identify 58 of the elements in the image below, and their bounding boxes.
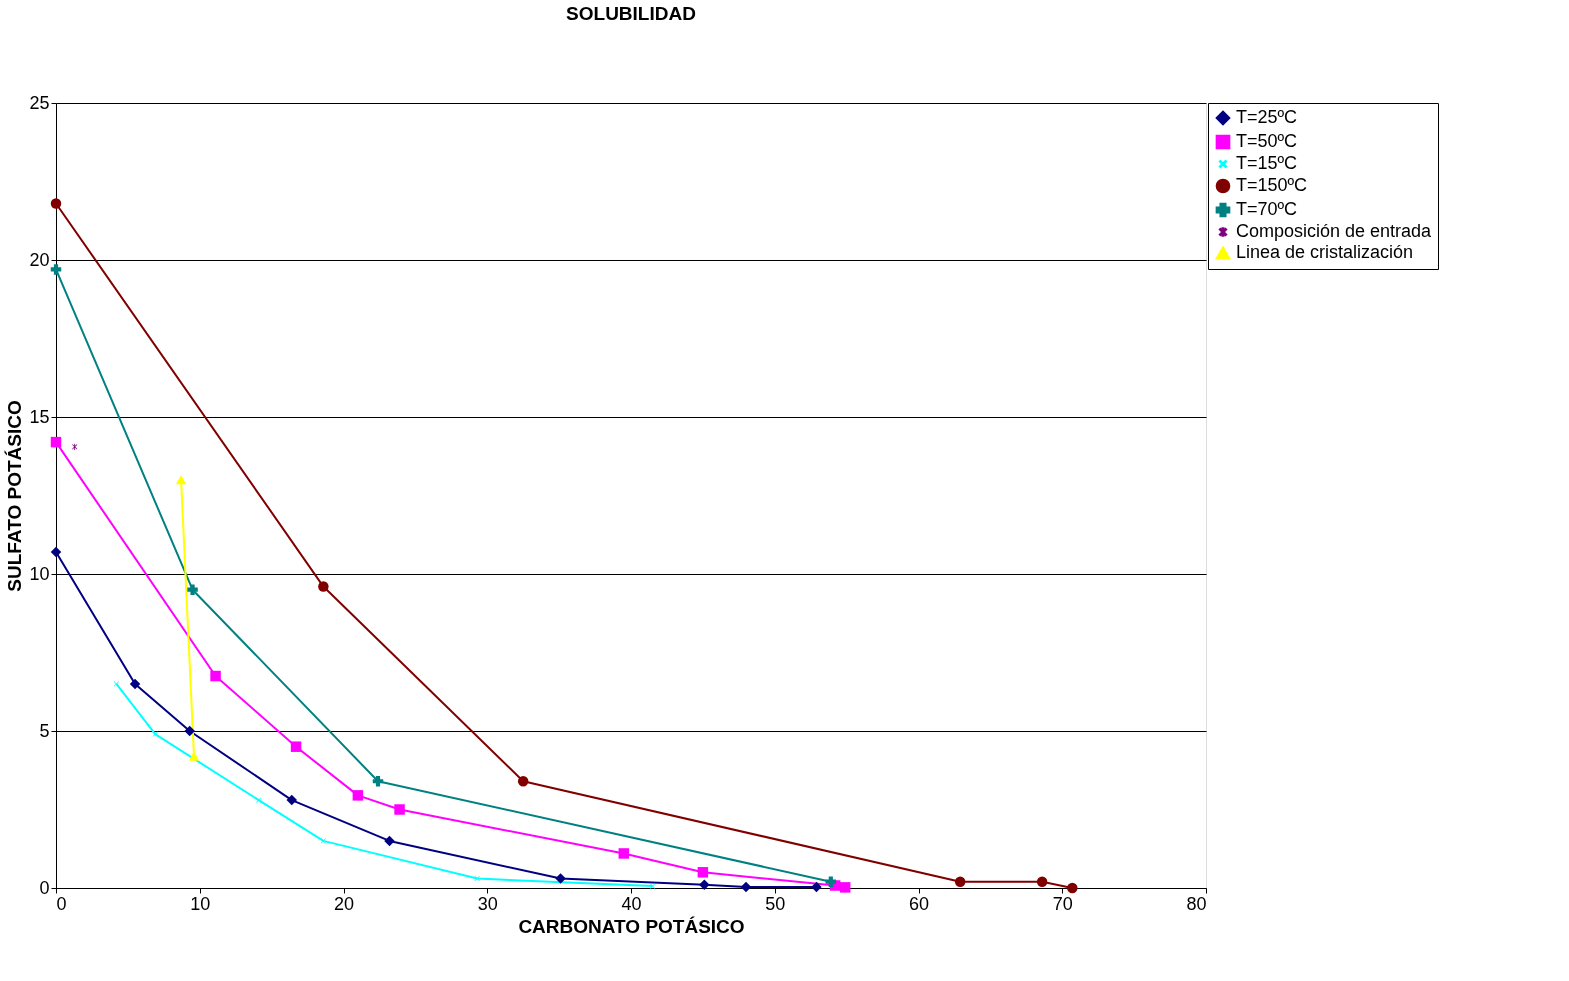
- legend-label: T=50ºC: [1236, 131, 1298, 151]
- point: [517, 776, 529, 787]
- point: [256, 797, 262, 803]
- x-tick-label: 80: [1186, 893, 1207, 914]
- y-axis-title: SULFATO POTÁSICO: [4, 400, 26, 592]
- point: [1036, 876, 1048, 887]
- point: [290, 741, 302, 752]
- point: [394, 804, 405, 815]
- x-tick-label: 20: [333, 893, 355, 914]
- x-tick-label: 0: [56, 893, 67, 914]
- point: [50, 436, 62, 448]
- chart-title: SOLUBILIDAD: [566, 3, 696, 24]
- y-tick-label: 5: [39, 720, 50, 741]
- point: [210, 670, 221, 682]
- point: [1067, 882, 1078, 894]
- y-tick-label: 20: [29, 249, 50, 270]
- point: [618, 848, 630, 859]
- point: [352, 790, 364, 801]
- point: [372, 776, 384, 787]
- point: [825, 876, 837, 887]
- point: [555, 873, 566, 884]
- point: [384, 835, 395, 847]
- legend-label: T=70ºC: [1236, 199, 1298, 219]
- legend-label: T=25ºC: [1236, 107, 1298, 127]
- point: [184, 725, 195, 737]
- point: [286, 794, 297, 806]
- point: [113, 681, 119, 687]
- point: [187, 584, 198, 595]
- y-tick-label: 0: [39, 877, 50, 898]
- point: [129, 678, 141, 690]
- point: [320, 838, 326, 844]
- x-tick-label: 70: [1052, 893, 1073, 914]
- x-tick-label: 30: [477, 893, 498, 914]
- point: [811, 881, 822, 893]
- x-tick-label: 50: [765, 893, 786, 914]
- x-tick-label: 60: [908, 893, 930, 914]
- point: [697, 867, 709, 878]
- point: [699, 879, 710, 891]
- y-tick-label: 15: [29, 406, 50, 427]
- x-tick-label: 10: [190, 893, 211, 914]
- x-axis-title: CARBONATO POTÁSICO: [518, 915, 745, 937]
- point: [839, 882, 851, 893]
- point: [954, 876, 966, 887]
- point: [50, 546, 62, 558]
- point: [50, 264, 62, 275]
- x-tick-label: 40: [621, 893, 642, 914]
- y-tick-label: 25: [29, 92, 50, 113]
- point: [50, 198, 62, 209]
- legend-label: T=15ºC: [1236, 153, 1298, 173]
- legend-label: Composición de entrada: [1236, 221, 1433, 241]
- legend-label: Linea de cristalización: [1236, 242, 1414, 262]
- legend-label: T=150ºC: [1236, 175, 1308, 195]
- point: [740, 881, 752, 893]
- point: [474, 875, 480, 882]
- point: [318, 581, 329, 592]
- point: [649, 883, 656, 889]
- y-tick-label: 10: [29, 563, 50, 584]
- point: [152, 731, 158, 737]
